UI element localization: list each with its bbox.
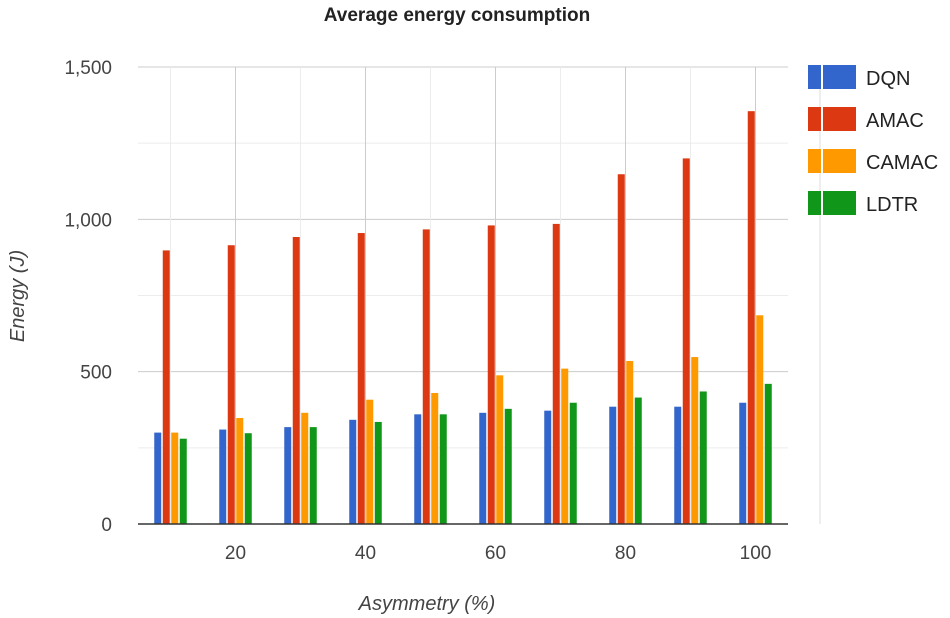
bar-ldtr-70 — [569, 402, 577, 524]
x-axis-label: Asymmetry (%) — [358, 593, 496, 615]
bar-camac-50 — [431, 392, 439, 524]
bar-ldtr-40 — [374, 421, 382, 524]
y-tick-label: 1,000 — [64, 210, 112, 231]
bar-ldtr-30 — [309, 427, 317, 524]
bar-amac-10 — [162, 250, 170, 524]
bar-camac-90 — [691, 357, 699, 524]
bar-ldtr-100 — [764, 383, 772, 524]
x-tick-labels: 20 40 60 80 100 — [225, 543, 771, 564]
chart-title: Average energy consumption — [324, 5, 590, 26]
x-tick-label: 40 — [355, 543, 376, 564]
bar-camac-30 — [301, 412, 309, 524]
y-tick-label: 500 — [80, 363, 112, 384]
bar-amac-50 — [422, 229, 430, 524]
legend-swatch-camac — [808, 149, 856, 173]
legend: DQN AMAC CAMAC LDTR — [808, 65, 938, 216]
x-tick-label: 20 — [225, 543, 246, 564]
bar-dqn-10 — [154, 432, 162, 524]
bar-ldtr-90 — [699, 391, 707, 524]
legend-label-amac: AMAC — [866, 110, 924, 132]
bar-amac-80 — [617, 174, 625, 524]
bar-dqn-20 — [219, 429, 227, 524]
bar-ldtr-50 — [439, 414, 447, 524]
x-tick-label: 80 — [615, 543, 636, 564]
bar-amac-20 — [227, 245, 235, 525]
bar-amac-40 — [357, 233, 365, 524]
y-tick-label: 1,500 — [64, 58, 112, 79]
y-axis-label: Energy (J) — [7, 250, 29, 342]
x-tick-label: 100 — [740, 543, 772, 564]
bar-amac-60 — [487, 225, 495, 524]
bar-dqn-40 — [349, 419, 357, 524]
bar-ldtr-60 — [504, 408, 512, 524]
legend-label-camac: CAMAC — [866, 152, 938, 174]
bars — [154, 111, 772, 525]
bar-amac-30 — [292, 237, 300, 524]
y-tick-labels: 0 500 1,000 1,500 — [64, 58, 112, 536]
bar-amac-90 — [682, 158, 690, 524]
bar-camac-70 — [561, 368, 569, 524]
legend-label-ldtr: LDTR — [866, 194, 918, 216]
bar-dqn-90 — [674, 406, 682, 524]
bar-camac-10 — [171, 432, 179, 524]
bar-ldtr-20 — [244, 433, 252, 524]
bar-amac-70 — [552, 223, 560, 525]
bar-ldtr-80 — [634, 397, 642, 524]
y-tick-label: 0 — [101, 515, 112, 536]
x-tick-label: 60 — [485, 543, 506, 564]
bar-camac-20 — [236, 417, 244, 524]
bar-amac-100 — [747, 111, 755, 524]
bar-ldtr-10 — [179, 438, 187, 524]
bar-dqn-50 — [414, 414, 422, 524]
legend-swatch-dqn — [808, 65, 856, 89]
bar-dqn-30 — [284, 427, 292, 524]
legend-label-dqn: DQN — [866, 68, 910, 90]
bar-dqn-80 — [609, 406, 617, 524]
bar-camac-60 — [496, 375, 504, 524]
grid — [138, 66, 821, 524]
bar-dqn-100 — [739, 402, 747, 524]
legend-swatch-ldtr — [808, 191, 856, 215]
bar-dqn-60 — [479, 412, 487, 524]
legend-swatch-amac — [808, 107, 856, 131]
bar-camac-100 — [756, 315, 764, 524]
bar-dqn-70 — [544, 410, 552, 524]
bar-camac-40 — [366, 399, 374, 524]
bar-camac-80 — [626, 361, 634, 524]
